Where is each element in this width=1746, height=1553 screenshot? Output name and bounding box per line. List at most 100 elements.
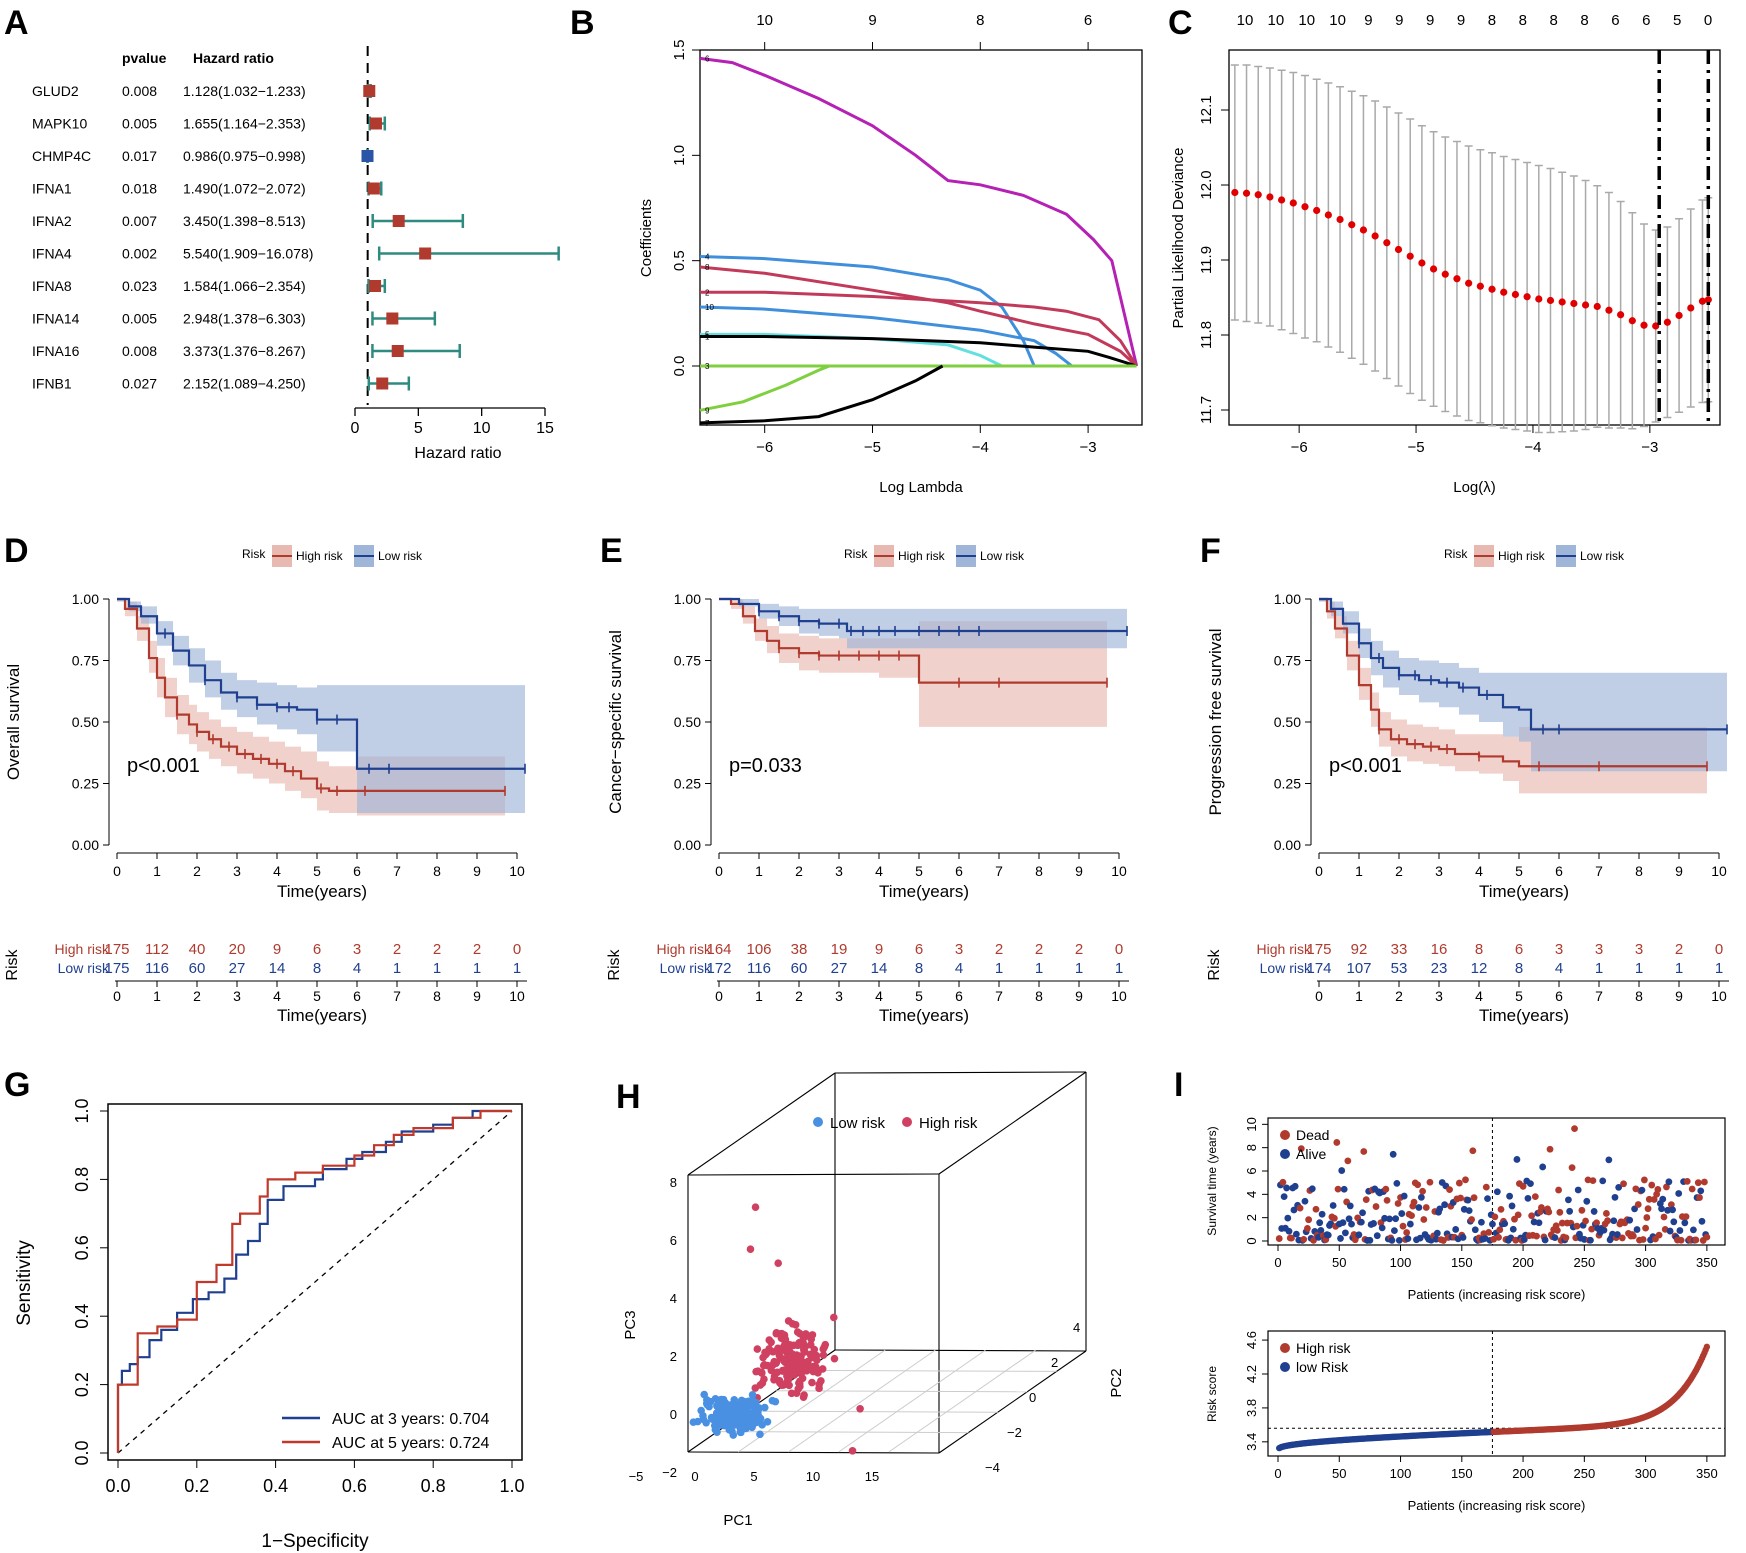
risk-x-tick-label: 8 xyxy=(433,988,441,1004)
x-tick-label: 8 xyxy=(1035,863,1043,879)
top-tick-label: 6 xyxy=(1611,12,1619,29)
alive-point xyxy=(1465,1207,1473,1215)
dead-point xyxy=(1297,1145,1305,1153)
legend-alive-dot xyxy=(1280,1149,1290,1159)
alive-point xyxy=(1348,1220,1355,1228)
alive-point xyxy=(1600,1226,1608,1234)
risk-count-low: 27 xyxy=(229,960,246,977)
top-tick-label: 8 xyxy=(1549,12,1557,29)
alive-point xyxy=(1605,1156,1613,1164)
x-tick-label: 6 xyxy=(1555,863,1563,879)
alive-point xyxy=(1587,1236,1594,1244)
deviance-point xyxy=(1570,299,1578,308)
alive-point xyxy=(1329,1202,1337,1209)
coefficient-path xyxy=(700,335,1138,368)
hr-value: 1.490(1.072−2.072) xyxy=(183,181,306,197)
plot-frame xyxy=(107,1103,523,1461)
high-risk-point xyxy=(787,1359,796,1367)
coefficient-path xyxy=(699,364,830,412)
dead-point xyxy=(1410,1198,1418,1206)
deviance-point xyxy=(1254,191,1262,199)
hr-value: 3.373(1.376−8.267) xyxy=(183,343,306,359)
risk-x-tick-label: 5 xyxy=(313,988,321,1004)
path-label: 6 xyxy=(705,54,710,63)
high-risk-point xyxy=(785,1348,794,1356)
high-risk-point xyxy=(792,1389,801,1398)
high-risk-point xyxy=(856,1405,864,1413)
dead-point xyxy=(1496,1226,1504,1234)
pvalue-value: 0.008 xyxy=(122,83,157,99)
hr-value: 2.948(1.378−6.303) xyxy=(183,311,306,327)
risk-table-low-label: Low risk xyxy=(660,960,712,976)
y-tick-label: 1.0 xyxy=(72,1098,92,1123)
dead-point xyxy=(1620,1180,1627,1188)
risk-count-high: 2 xyxy=(393,941,401,958)
x-tick-label: 50 xyxy=(1332,1466,1346,1481)
deviance-point xyxy=(1535,295,1543,303)
y-tick-label: 0.25 xyxy=(1274,776,1301,792)
x-tick-label: 250 xyxy=(1573,1255,1595,1270)
legend-high-dot xyxy=(1280,1343,1290,1353)
deviance-point xyxy=(1441,270,1449,278)
high-risk-point xyxy=(829,1313,838,1322)
x-tick-label: 3 xyxy=(1435,863,1443,879)
risk-x-tick-label: 3 xyxy=(1435,988,1443,1004)
low-risk-point xyxy=(758,1421,766,1429)
km-cancer-specific-survival: Risk High risk Low risk 0.00 0.25 0.50 0.75 1.0… xyxy=(606,545,1129,1025)
floor-grid xyxy=(788,1349,936,1453)
top-tick-label: 8 xyxy=(1488,12,1496,29)
risk-count-high: 6 xyxy=(915,941,923,958)
deviance-point xyxy=(1289,199,1297,207)
risk-table-high-label: High risk xyxy=(1257,941,1312,957)
risk-x-tick-label: 10 xyxy=(1711,988,1727,1004)
low-risk-point xyxy=(742,1412,751,1420)
risk-count-low: 4 xyxy=(1555,960,1563,977)
low-risk-point xyxy=(768,1396,777,1405)
alive-point xyxy=(1318,1210,1326,1218)
floor-grid xyxy=(717,1431,969,1434)
x-tick-label: −6 xyxy=(1291,439,1308,456)
dead-point xyxy=(1382,1185,1390,1193)
x-axis-title: Patients (increasing risk score) xyxy=(1408,1498,1586,1513)
deviance-point xyxy=(1324,211,1332,219)
risk-count-low: 174 xyxy=(1306,960,1331,977)
high-risk-point xyxy=(790,1371,798,1379)
alive-point xyxy=(1391,1227,1398,1235)
x-tick-label: 10 xyxy=(509,863,525,879)
x-axis-title: Patients (increasing risk score) xyxy=(1408,1287,1586,1302)
deviance-point xyxy=(1429,265,1438,273)
y-axis-title: Sensitivity xyxy=(14,1240,35,1326)
legend-low-risk: Low risk xyxy=(980,549,1025,563)
low-risk-point xyxy=(746,1421,755,1430)
risk-count-low: 1 xyxy=(995,960,1003,977)
x-tick-label: 10 xyxy=(1111,863,1127,879)
low-risk-point xyxy=(700,1390,709,1399)
dead-point xyxy=(1533,1232,1540,1240)
y-axis-title: Cancer−specific survival xyxy=(606,630,625,814)
y-axis-title: Risk score xyxy=(1205,1366,1219,1422)
y-tick-label: 1.00 xyxy=(1274,591,1301,607)
legend-dead-dot xyxy=(1280,1130,1290,1140)
alive-point xyxy=(1378,1224,1386,1232)
alive-point xyxy=(1341,1229,1349,1237)
x-tick-label: 8 xyxy=(433,863,441,879)
alive-point xyxy=(1610,1217,1618,1225)
x-tick-label: −4 xyxy=(1524,439,1541,456)
y-tick-label: 0.00 xyxy=(1274,837,1301,853)
low-risk-point xyxy=(736,1428,745,1436)
risk-count-high: 2 xyxy=(1675,941,1683,958)
dead-point xyxy=(1514,1211,1522,1219)
dead-point xyxy=(1482,1183,1490,1191)
alive-point xyxy=(1583,1197,1591,1205)
alive-point xyxy=(1284,1214,1292,1222)
x-tick-label: 5 xyxy=(1515,863,1523,879)
alive-point xyxy=(1689,1226,1697,1234)
alive-point xyxy=(1381,1214,1389,1222)
deviance-point xyxy=(1617,311,1625,319)
low-risk-point xyxy=(716,1400,724,1408)
x-tick-label: 50 xyxy=(1332,1255,1346,1270)
dead-point xyxy=(1634,1201,1642,1208)
y-tick-label: 0.4 xyxy=(72,1304,92,1329)
low-risk-point xyxy=(738,1418,746,1426)
y-tick-label: 12.0 xyxy=(1198,170,1215,199)
